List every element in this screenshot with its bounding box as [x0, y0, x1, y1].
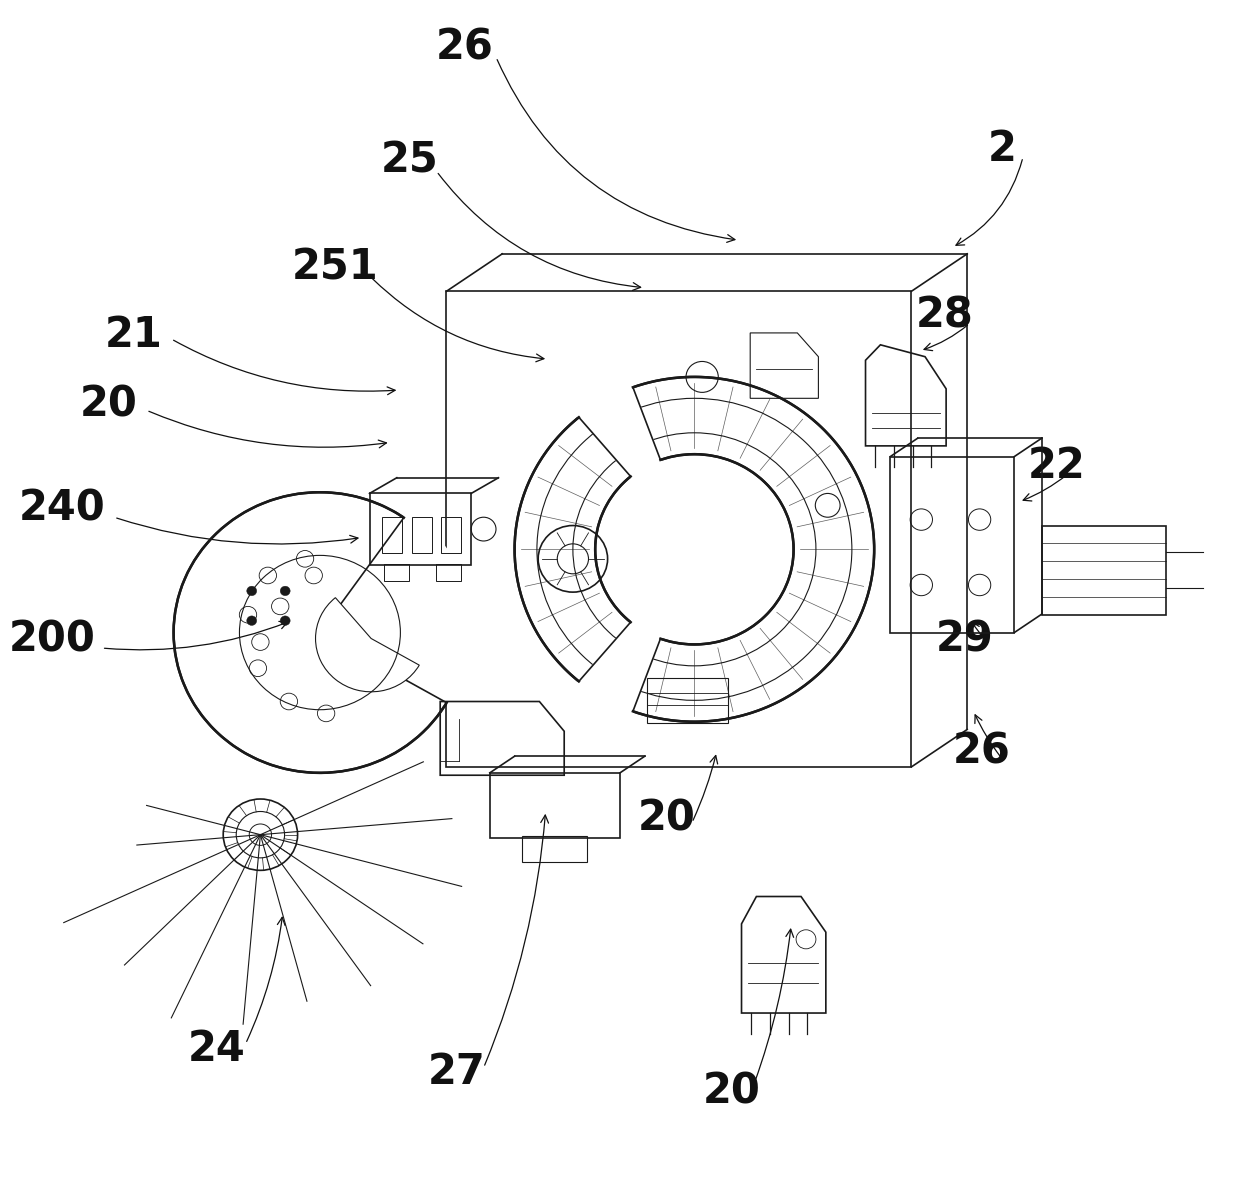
Bar — [522, 836, 588, 862]
Bar — [441, 517, 461, 553]
Text: 28: 28 — [916, 294, 973, 336]
Wedge shape — [632, 463, 694, 549]
Bar — [412, 517, 432, 553]
Circle shape — [280, 586, 290, 596]
Text: 20: 20 — [703, 1070, 760, 1113]
Bar — [1042, 526, 1166, 615]
Bar — [384, 564, 409, 581]
Text: 2: 2 — [987, 127, 1017, 170]
Wedge shape — [320, 511, 474, 706]
Text: 22: 22 — [1028, 445, 1085, 487]
Circle shape — [247, 586, 257, 596]
Text: 26: 26 — [436, 26, 494, 69]
Text: 200: 200 — [9, 618, 95, 661]
Bar — [370, 493, 471, 565]
Text: 25: 25 — [381, 139, 438, 182]
Text: 29: 29 — [936, 618, 993, 661]
Text: 27: 27 — [428, 1051, 485, 1094]
Wedge shape — [632, 549, 694, 636]
Circle shape — [280, 616, 290, 625]
Text: 21: 21 — [105, 314, 162, 357]
Bar — [436, 564, 461, 581]
Bar — [490, 773, 620, 838]
Text: 20: 20 — [81, 383, 138, 426]
Text: 240: 240 — [19, 487, 105, 530]
Circle shape — [247, 616, 257, 625]
Bar — [382, 517, 402, 553]
Text: 20: 20 — [639, 797, 696, 839]
Bar — [890, 457, 1014, 633]
Bar — [446, 291, 911, 767]
Text: 26: 26 — [954, 730, 1011, 773]
Wedge shape — [315, 598, 419, 692]
Wedge shape — [573, 378, 694, 549]
Text: 251: 251 — [291, 246, 378, 289]
Text: 24: 24 — [188, 1027, 246, 1070]
Wedge shape — [573, 549, 694, 721]
